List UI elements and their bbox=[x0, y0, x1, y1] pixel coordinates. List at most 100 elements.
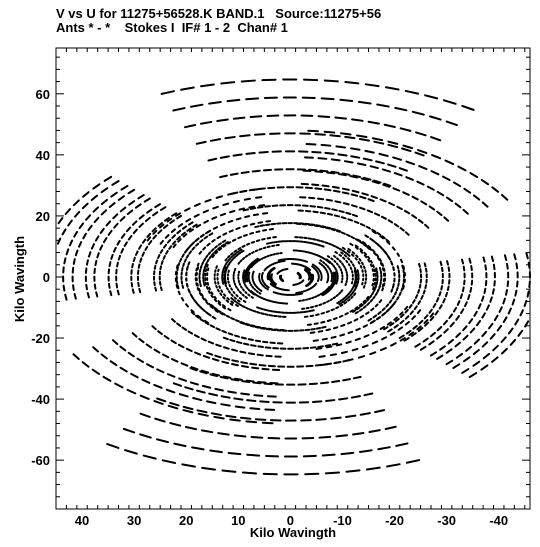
uv-sample bbox=[335, 229, 341, 233]
uv-sample bbox=[410, 332, 417, 337]
uv-sample bbox=[391, 302, 396, 307]
uv-sample bbox=[110, 191, 118, 198]
uv-sample bbox=[436, 210, 443, 217]
uv-sample bbox=[492, 263, 496, 271]
uv-sample bbox=[445, 196, 454, 203]
uv-sample bbox=[63, 257, 67, 265]
uv-sample bbox=[321, 293, 326, 297]
uv-sample bbox=[258, 363, 267, 367]
uv-sample bbox=[171, 318, 176, 323]
uv-sample bbox=[208, 392, 219, 397]
uv-sample bbox=[371, 340, 379, 345]
uv-sample bbox=[377, 310, 382, 315]
uv-sample bbox=[227, 307, 232, 312]
uv-sample bbox=[220, 81, 236, 85]
uv-sample bbox=[340, 350, 348, 355]
uv-sample bbox=[340, 289, 344, 293]
uv-sample bbox=[404, 305, 409, 311]
uv-sample bbox=[188, 250, 193, 255]
uv-sample bbox=[196, 303, 201, 308]
y-tick-label: 40 bbox=[36, 148, 50, 163]
uv-sample bbox=[185, 282, 189, 288]
uv-sample bbox=[73, 230, 79, 238]
uv-sample bbox=[177, 343, 185, 349]
uv-sample bbox=[389, 322, 395, 327]
uv-sample bbox=[317, 157, 328, 160]
uv-sample bbox=[200, 429, 214, 434]
uv-sample bbox=[240, 365, 249, 369]
x-tick-label: -30 bbox=[437, 513, 456, 528]
uv-sample bbox=[320, 311, 325, 315]
uv-sample bbox=[257, 345, 264, 349]
uv-sample bbox=[319, 225, 325, 229]
uv-sample bbox=[344, 312, 349, 316]
uv-sample bbox=[238, 303, 243, 307]
uv-sample bbox=[204, 298, 208, 303]
uv-sample bbox=[381, 287, 385, 292]
uv-sample bbox=[379, 246, 384, 251]
uv-sample bbox=[154, 286, 158, 292]
uv-sample bbox=[315, 327, 322, 330]
uv-sample bbox=[245, 420, 258, 424]
uv-sample bbox=[87, 224, 93, 232]
uv-sample bbox=[465, 345, 472, 352]
uv-sample bbox=[325, 345, 333, 349]
uv-sample bbox=[341, 249, 346, 253]
uv-sample bbox=[111, 339, 119, 346]
uv-sample bbox=[397, 326, 404, 331]
uv-sample bbox=[209, 449, 223, 454]
uv-sample bbox=[165, 250, 169, 255]
uv-sample bbox=[402, 144, 414, 150]
uv-sample bbox=[382, 183, 391, 188]
uv-sample bbox=[182, 233, 188, 238]
uv-sample bbox=[367, 258, 371, 263]
uv-sample bbox=[330, 308, 335, 312]
uv-sample bbox=[364, 149, 375, 154]
uv-sample bbox=[95, 291, 99, 298]
uv-sample bbox=[191, 246, 196, 251]
uv-sample bbox=[195, 140, 207, 145]
uv-sample bbox=[81, 361, 90, 368]
uv-sample bbox=[381, 168, 391, 173]
uv-sample bbox=[381, 307, 386, 312]
uv-sample bbox=[180, 297, 185, 302]
uv-sample bbox=[393, 324, 399, 329]
uv-sample bbox=[229, 172, 239, 176]
uv-sample bbox=[357, 261, 361, 265]
uv-sample bbox=[364, 234, 370, 239]
uv-sample bbox=[397, 282, 400, 287]
uv-sample bbox=[157, 221, 164, 227]
uv-sample bbox=[506, 262, 509, 270]
uv-sample bbox=[430, 331, 436, 338]
uv-sample bbox=[246, 242, 251, 246]
uv-sample bbox=[325, 399, 336, 402]
uv-sample bbox=[206, 242, 211, 247]
uv-sample bbox=[212, 226, 219, 230]
uv-sample bbox=[312, 266, 316, 270]
uv-sample bbox=[491, 186, 500, 193]
uv-sample bbox=[367, 120, 380, 125]
uv-sample bbox=[232, 299, 237, 303]
uv-sample bbox=[208, 255, 212, 260]
uv-sample bbox=[240, 361, 248, 365]
uv-sample bbox=[93, 216, 100, 224]
uv-sample bbox=[249, 407, 261, 411]
uv-sample bbox=[229, 209, 236, 214]
uv-sample bbox=[342, 378, 351, 382]
uv-sample bbox=[259, 296, 264, 300]
uv-sample bbox=[383, 123, 396, 128]
uv-sample bbox=[423, 262, 427, 268]
uv-sample bbox=[319, 211, 326, 215]
uv-sample bbox=[94, 259, 98, 267]
uv-sample bbox=[372, 286, 375, 290]
uv-sample bbox=[398, 167, 408, 172]
uv-sample bbox=[231, 238, 237, 242]
uv-sample bbox=[231, 348, 238, 352]
uv-sample bbox=[343, 160, 354, 164]
uv-sample bbox=[184, 207, 191, 212]
uv-sample bbox=[241, 305, 246, 309]
uv-sample bbox=[161, 459, 177, 464]
uv-sample bbox=[405, 160, 416, 166]
uv-sample bbox=[371, 282, 374, 287]
uv-sample bbox=[92, 183, 101, 190]
